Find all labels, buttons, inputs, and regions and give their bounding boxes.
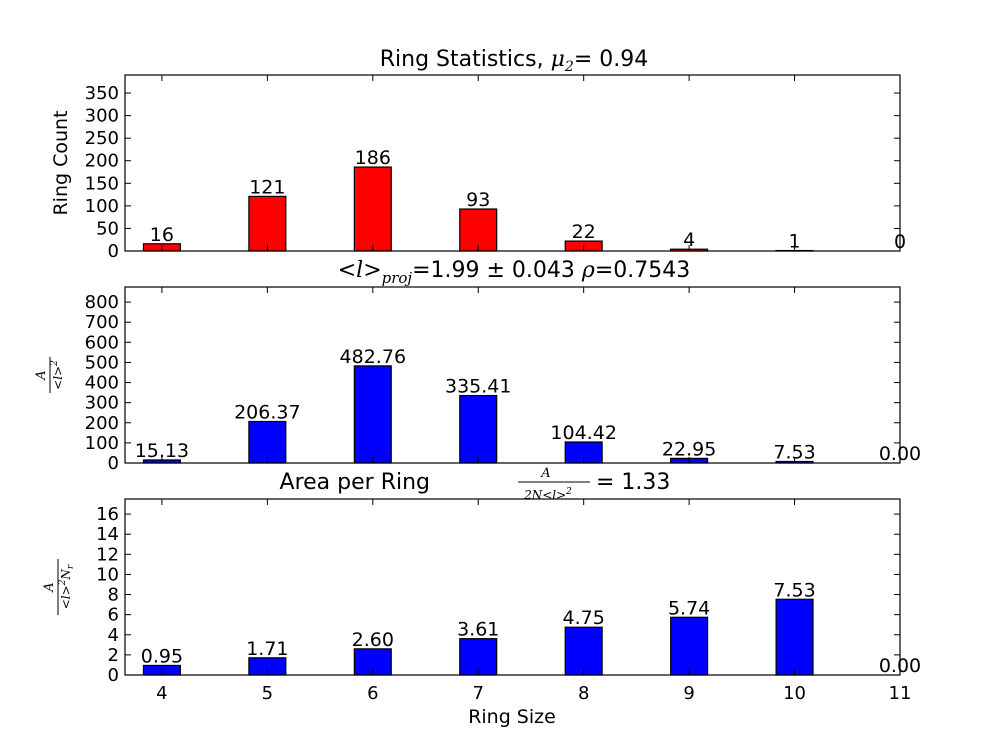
panel3-value-label-8: 4.75 <box>563 607 605 629</box>
panel1-bar-7 <box>459 208 498 252</box>
panel2-value-label-9: 22.95 <box>662 438 716 460</box>
panel3-ytick-label-12: 12 <box>96 544 119 565</box>
panel2-ytick-label-800: 800 <box>85 292 119 313</box>
panel3-ytick-label-8: 8 <box>108 585 119 606</box>
panel2-ytick-label-0: 0 <box>108 453 119 474</box>
panel3-xlabel: Ring Size <box>468 706 556 728</box>
panel1-ytick-label-50: 50 <box>96 218 119 239</box>
panel3-value-label-10: 7.53 <box>773 579 815 601</box>
panel2-axes-frame <box>124 286 901 464</box>
svg-text:A: A <box>42 582 57 592</box>
panel3-ylabel: A <l>2Nr <box>42 559 76 615</box>
panel2-ytick-label-500: 500 <box>85 352 119 373</box>
panel2-ytick-label-100: 100 <box>85 433 119 454</box>
panel3-ytick-label-0: 0 <box>108 665 119 686</box>
panel3-xtick-label-7: 7 <box>473 683 484 704</box>
panel2-ytick-label-600: 600 <box>85 332 119 353</box>
panel2-value-label-6: 482.76 <box>340 346 406 368</box>
panel1-bar-5 <box>248 195 287 252</box>
panel3-ytick-label-10: 10 <box>96 564 119 585</box>
panel2-bar-7 <box>459 394 498 464</box>
panel3-title-suffix: = 1.33 <box>596 470 670 495</box>
panel3-ytick-label-6: 6 <box>108 605 119 626</box>
panel3-ytick-label-2: 2 <box>108 645 119 666</box>
panel3-xtick-label-6: 6 <box>367 683 378 704</box>
panel1-ytick-label-150: 150 <box>85 173 119 194</box>
panel3-bar-9 <box>670 616 709 676</box>
panel3-ytick-label-4: 4 <box>108 625 119 646</box>
panel2-ytick-label-200: 200 <box>85 413 119 434</box>
panel1-ylabel: Ring Count <box>50 110 72 215</box>
panel3-title-denominator: 2N<l>2 <box>523 487 572 502</box>
panel3-xtick-label-10: 10 <box>783 683 806 704</box>
panel3-bar-8 <box>564 626 603 676</box>
panel2-value-label-10: 7.53 <box>773 441 815 463</box>
panel3-value-label-9: 5.74 <box>668 597 710 619</box>
panel1-ytick-label-0: 0 <box>108 241 119 262</box>
panel3-xtick-label-4: 4 <box>156 683 167 704</box>
panel1-ytick-label-300: 300 <box>85 106 119 127</box>
panel1-ytick-label-250: 250 <box>85 128 119 149</box>
panel1-bar-6 <box>353 166 392 252</box>
panel2-ytick-label-400: 400 <box>85 373 119 394</box>
panel1-value-label-8: 22 <box>572 221 596 243</box>
panel3-title: Area per Ring A 2N<l>2 = 1.33 <box>280 466 671 502</box>
panel2-value-label-5: 206.37 <box>234 401 300 423</box>
panel1-ytick-label-200: 200 <box>85 151 119 172</box>
panel2-value-label-7: 335.41 <box>445 376 511 398</box>
panel1-axes-frame <box>124 74 901 252</box>
svg-text:<l>2Nr: <l>2Nr <box>58 564 76 609</box>
panel3-title-numerator: A <box>540 466 550 481</box>
panel3-value-label-5: 1.71 <box>246 638 288 660</box>
panel3-bar-10 <box>775 598 814 676</box>
panel1-ytick-label-350: 350 <box>85 83 119 104</box>
panel2-bar-5 <box>248 420 287 464</box>
panel2-value-label-4: 15.13 <box>135 440 189 462</box>
panel1-ytick-label-100: 100 <box>85 196 119 217</box>
panel3-xtick-label-5: 5 <box>262 683 273 704</box>
panel2-ytick-label-300: 300 <box>85 393 119 414</box>
panel3-xtick-label-11: 11 <box>889 683 912 704</box>
panel2-ytick-label-700: 700 <box>85 312 119 333</box>
panel3-axes-frame <box>124 498 901 676</box>
panel3-ytick-label-14: 14 <box>96 524 119 545</box>
panel3-value-label-7: 3.61 <box>457 619 499 641</box>
panel3-value-label-4: 0.95 <box>141 645 183 667</box>
panel3-xtick-label-9: 9 <box>683 683 694 704</box>
svg-text:A: A <box>34 370 49 380</box>
panel1-value-label-5: 121 <box>249 176 285 198</box>
panel2-title: <l>proj=1.99 ± 0.043 ρ=0.7543 <box>338 258 691 287</box>
panel2-bar-6 <box>353 365 392 464</box>
panel3: 0.95 1.71 2.60 3.614.75 5.747.530.0002468101… <box>96 498 921 704</box>
panel2-value-label-8: 104.42 <box>550 422 616 444</box>
panel3-title-prefix: Area per Ring <box>280 470 430 495</box>
panel1-value-label-10: 1 <box>789 231 801 253</box>
panel3-xtick-label-8: 8 <box>578 683 589 704</box>
panel1-value-label-4: 16 <box>150 224 174 246</box>
panel1-value-label-7: 93 <box>466 189 490 211</box>
panel1-value-label-6: 186 <box>355 147 391 169</box>
panel1-title: Ring Statistics, μ2= 0.94 <box>380 47 649 75</box>
panel3-value-label-6: 2.60 <box>352 629 394 651</box>
panel2-ylabel: A <l>2 <box>34 357 65 393</box>
panel1-value-label-9: 4 <box>683 229 695 251</box>
svg-text:<l>2: <l>2 <box>50 360 65 390</box>
panel3-ytick-label-16: 16 <box>96 504 119 525</box>
